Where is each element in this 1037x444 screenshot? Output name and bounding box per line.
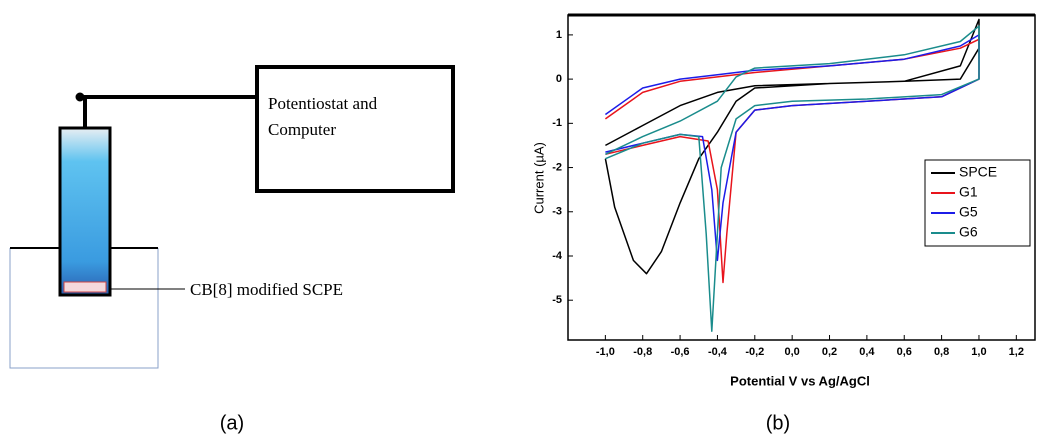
x-tick-label: -0,6 <box>671 346 690 358</box>
electrode-tip <box>63 281 107 293</box>
legend-label: G5 <box>959 204 978 220</box>
y-tick-label: -3 <box>552 206 562 218</box>
x-tick-label: -0,2 <box>745 346 764 358</box>
caption: (a) <box>220 412 244 434</box>
wire <box>83 95 257 128</box>
caption: (b) <box>766 412 790 434</box>
x-tick-label: 0,4 <box>859 346 875 358</box>
y-tick-label: 1 <box>556 29 562 41</box>
y-tick-label: -5 <box>552 294 562 306</box>
potentiostat-box <box>255 65 455 193</box>
x-tick-label: 0,2 <box>822 346 837 358</box>
box-label: Computer <box>268 120 336 139</box>
x-tick-label: -0,8 <box>633 346 652 358</box>
x-tick-label: -1,0 <box>596 346 615 358</box>
series-line <box>605 25 980 332</box>
x-tick-label: 0,6 <box>897 346 912 358</box>
x-tick-label: -0,4 <box>708 346 728 358</box>
legend-label: G6 <box>959 224 978 240</box>
wire-joint <box>75 92 85 102</box>
x-tick-label: 1,0 <box>971 346 986 358</box>
y-axis-title: Current (µA) <box>531 142 546 214</box>
legend-label: G1 <box>959 184 978 200</box>
y-tick-label: 0 <box>556 73 562 85</box>
electrode <box>58 126 112 297</box>
y-tick-label: -1 <box>552 117 562 129</box>
y-tick-label: -4 <box>552 250 563 262</box>
box-label: Potentiostat and <box>268 94 378 113</box>
x-tick-label: 1,2 <box>1009 346 1024 358</box>
electrode-label: CB[8] modified SCPE <box>190 280 343 299</box>
series-line <box>604 18 980 275</box>
x-tick-label: 0,8 <box>934 346 949 358</box>
series-line <box>604 34 980 262</box>
x-tick-label: 0,0 <box>785 346 800 358</box>
beaker <box>9 248 159 369</box>
y-tick-label: -2 <box>552 161 562 173</box>
x-axis-title: Potential V vs Ag/AgCl <box>730 373 870 388</box>
diagram <box>9 65 455 369</box>
legend-label: SPCE <box>959 164 997 180</box>
legend-box <box>924 159 1031 247</box>
